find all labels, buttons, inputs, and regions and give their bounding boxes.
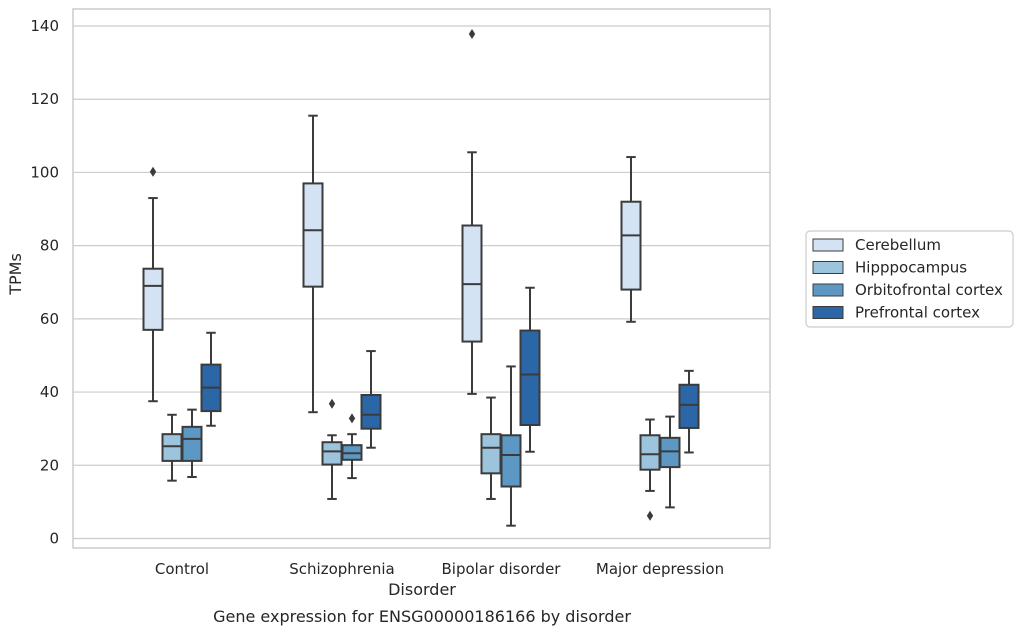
y-tick-label: 100 [30,163,59,181]
outlier-point [348,413,356,424]
box-group [321,398,343,500]
box [620,200,642,291]
x-axis-label: Disorder [388,580,456,599]
y-tick-label: 140 [30,17,59,35]
outlier-point [468,29,476,40]
y-axis-label: TPMs [6,253,25,296]
outlier-point [149,166,157,177]
plot-area [72,8,771,549]
y-axis-ticks: 0 20 40 60 80 100 120 140 [30,17,59,548]
box-group [302,114,324,414]
legend-entry: Orbitofrontal cortex [855,281,1003,299]
box-group [480,396,502,500]
box-group [678,369,700,454]
legend-swatch [812,261,844,274]
legend-entry: Hipppocampus [855,259,967,277]
y-tick-label: 0 [49,530,59,548]
x-tick-label: Control [155,560,209,578]
box-group [639,418,661,521]
x-axis-ticks: Control Schizophrenia Bipolar disorder Majo… [155,560,724,578]
y-tick-label: 80 [40,237,59,255]
y-tick-label: 20 [40,456,59,474]
box [302,182,324,288]
box [161,433,183,462]
legend-entry: Prefrontal cortex [855,304,980,322]
box-marks [142,29,700,527]
legend-entry: Cerebellum [855,236,941,254]
chart-title: Gene expression for ENSG00000186166 by d… [213,607,631,626]
box [181,425,203,462]
box [519,329,541,427]
box-group [161,413,183,482]
box [480,433,502,475]
legend-swatch [812,283,844,297]
box-group [461,29,483,395]
y-tick-label: 40 [40,383,59,401]
box-group [142,166,164,403]
outlier-point [646,510,654,521]
x-tick-label: Major depression [596,560,724,578]
legend-frame [805,230,1014,328]
box [500,434,522,488]
box-group [519,286,541,453]
box [678,383,700,429]
box [360,394,382,430]
legend: Cerebellum Hipppocampus Orbitofrontal cort… [805,230,1014,328]
legend-swatch [812,238,844,252]
box [142,267,164,331]
box [639,434,661,471]
y-tick-label: 60 [40,310,59,328]
box-group [341,413,363,480]
box [659,436,681,469]
x-tick-label: Schizophrenia [289,560,394,578]
box-group [200,331,222,427]
box-group [659,415,681,509]
outlier-point [328,398,336,409]
legend-swatch [812,306,844,319]
x-tick-label: Bipolar disorder [442,560,562,578]
y-tick-label: 120 [30,90,59,108]
box [321,441,343,466]
box-group [360,350,382,449]
box-group [620,156,642,323]
box-group [500,365,522,527]
grid-lines [73,25,770,540]
box-group [181,408,203,478]
